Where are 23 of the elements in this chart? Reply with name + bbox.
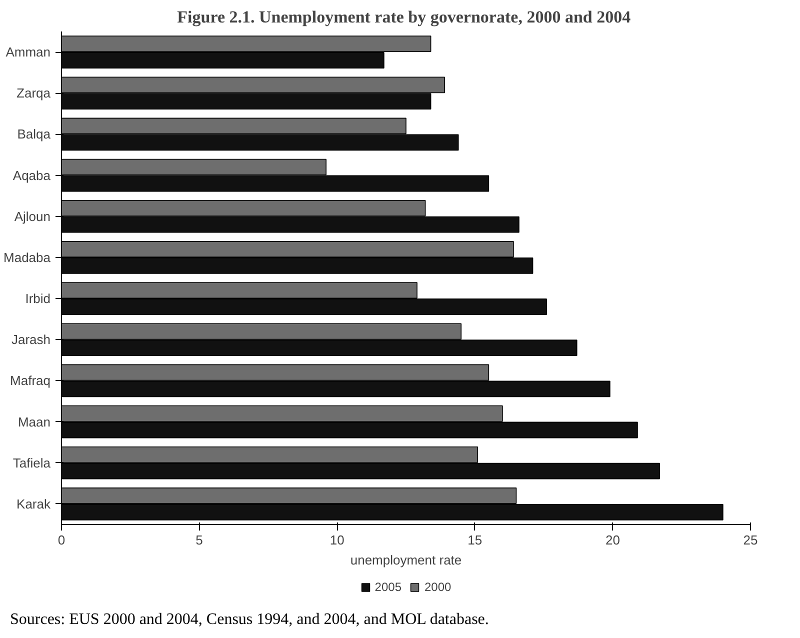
- y-tick-label: Mafraq: [10, 373, 51, 388]
- y-tick-label: Irbid: [25, 291, 51, 306]
- y-tick-label: Tafiela: [12, 455, 52, 470]
- source-note: Sources: EUS 2000 and 2004, Census 1994, and 2004, and MOL database.: [10, 610, 489, 630]
- y-tick-label: Karak: [16, 496, 51, 512]
- x-tick-label: 10: [330, 532, 344, 548]
- legend-label: 2005: [374, 580, 402, 594]
- x-tick-label: 15: [468, 532, 482, 548]
- y-tick-label: Jarash: [11, 332, 51, 348]
- y-tick-label: Madaba: [4, 250, 52, 265]
- x-tick-label: 0: [58, 532, 66, 548]
- y-tick-label: Amman: [6, 44, 51, 60]
- legend-label: 2000: [424, 580, 452, 594]
- y-tick-label: Aqaba: [12, 168, 52, 183]
- chart-title: Figure 2.1. Unemployment rate by governorate, 2000 and 2004: [177, 8, 632, 26]
- y-tick-label: Zarqa: [16, 86, 52, 101]
- x-tick-label: 5: [196, 532, 203, 548]
- x-tick-label: 20: [605, 532, 620, 548]
- y-tick-label: Balqa: [17, 126, 52, 142]
- y-tick-label: Maan: [18, 414, 51, 430]
- y-tick-label: Ajloun: [14, 208, 51, 224]
- x-axis-title: unemployment rate: [350, 552, 462, 568]
- x-tick-label: 25: [743, 532, 758, 548]
